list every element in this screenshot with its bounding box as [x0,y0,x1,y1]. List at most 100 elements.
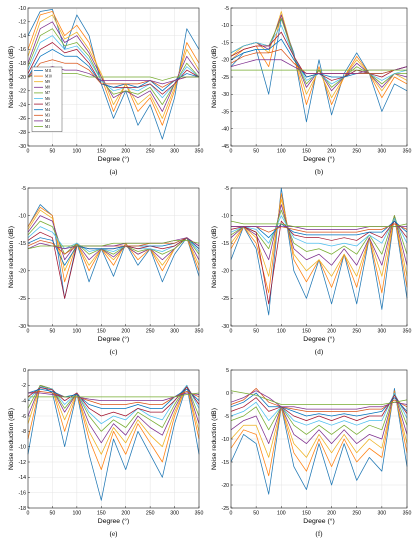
y-tick-label: -20 [222,483,230,489]
y-tick-label: -35 [222,109,230,115]
series-line-M1 [230,390,408,405]
legend-entry: M8 [45,86,50,90]
y-tick-label: -26 [19,116,27,122]
series-line-M5 [230,394,408,421]
axes-frame [230,187,408,327]
y-tick-label: -25 [222,75,230,81]
x-tick-label: 150 [97,511,106,517]
x-tick-label: 100 [73,511,82,517]
series-line-M7 [230,209,408,255]
series-line-M4 [27,237,200,266]
series-line-M2 [28,392,200,402]
x-axis-label: Degree (°) [303,155,334,163]
x-tick-label: 250 [352,511,361,517]
y-tick-label: -15 [222,40,230,46]
y-axis-label: Noise reduction (dB) [8,46,15,108]
y-axis-label: Noise reduction (dB) [211,408,218,470]
y-tick-label: 0 [226,391,229,397]
x-tick-label: 50 [50,511,56,517]
x-tick-label: 0 [230,511,233,517]
panel-caption: (e) [110,530,118,538]
series-line-M7 [27,28,200,105]
series-line-M9 [230,392,408,458]
series-line-M4 [27,49,200,92]
series-line-M4 [230,392,408,417]
legend-entry: M2 [45,119,50,123]
series-line-M2 [230,390,408,410]
x-tick-label: 150 [302,329,311,335]
series-line-M6 [27,35,200,99]
y-tick-label: -15 [19,241,27,247]
chart-panel-1: 0 50 100 150 200 250 300 350 -5 -10 -15 -20 -25 -30 -3… [211,6,411,176]
x-tick-label: 200 [327,149,336,155]
x-tick-label: 250 [146,329,155,335]
x-tick-label: 50 [253,329,259,335]
series-line-M1 [230,220,408,228]
legend-entry: M11 [45,69,52,73]
x-tick-label: 50 [50,149,56,155]
x-tick-label: 150 [97,149,106,155]
y-tick-label: -10 [222,437,230,443]
series-line-M5 [230,220,408,305]
y-tick-label: -16 [19,47,27,53]
x-tick-label: 350 [403,511,412,517]
y-tick-label: -30 [19,324,27,330]
x-tick-label: 250 [146,511,155,517]
legend-entry: M3 [45,114,50,118]
x-tick-label: 150 [302,149,311,155]
y-tick-label: -20 [19,75,27,81]
chart-panel-3: 0 50 100 150 200 250 300 350 -5 -10 -15 -20 -25 -30 De… [211,186,411,356]
y-tick-label: -24 [19,102,27,108]
y-tick-label: -20 [19,269,27,275]
chart-panel-4: 0 50 100 150 200 250 300 350 0 -2 -4 -6 -8 -10 -12 -14 -… [8,368,203,538]
series-line-M8 [230,204,408,266]
series-line-M11 [230,388,408,495]
y-tick-label: -30 [222,92,230,98]
legend-entry: M1 [45,125,50,129]
chart-panel-0: 0 50 100 150 200 250 300 350 -10 -12 -14 -16 -18 -20 -… [8,6,203,176]
y-tick-label: -2 [21,383,26,389]
y-tick-label: -10 [222,23,230,29]
x-tick-label: 50 [253,149,259,155]
x-tick-label: 0 [27,329,30,335]
y-axis-label: Noise reduction (dB) [8,408,15,470]
x-tick-label: 350 [195,329,204,335]
x-axis-label: Degree (°) [98,155,129,163]
series-line-M8 [27,215,200,261]
series-line-M11 [230,17,408,123]
y-tick-label: -10 [222,213,230,219]
y-tick-label: -25 [19,296,27,302]
legend-entry: M9 [45,80,50,84]
y-tick-label: 0 [23,368,26,374]
legend-entry: M4 [45,108,50,112]
legend-entry: M7 [45,91,50,95]
y-tick-label: -30 [19,144,27,150]
y-axis-label: Noise reduction (dB) [211,46,218,108]
x-tick-label: 200 [121,511,130,517]
series-line-M1 [28,392,200,398]
panel-caption: (b) [315,168,324,176]
y-tick-label: -12 [19,20,27,26]
x-tick-label: 350 [403,149,412,155]
x-axis-label: Degree (°) [98,335,129,343]
axes-frame [27,369,200,509]
y-tick-label: -20 [222,58,230,64]
series-line-M4 [231,220,408,239]
axes-frame [27,187,200,327]
x-tick-label: 300 [378,511,387,517]
legend-entry: M6 [45,97,50,101]
y-tick-label: -25 [222,506,230,512]
legend-entry: M10 [45,74,52,78]
y-tick-label: -14 [19,33,27,39]
x-tick-label: 100 [277,149,286,155]
y-axis-label: Noise reduction (dB) [8,226,15,288]
x-tick-label: 350 [195,149,204,155]
x-tick-label: 250 [352,149,361,155]
y-tick-label: -25 [222,296,230,302]
series-line-M3 [230,388,408,412]
x-tick-label: 100 [73,149,82,155]
y-tick-label: -18 [19,506,27,512]
x-tick-label: 0 [27,511,30,517]
y-tick-label: -15 [222,241,230,247]
x-tick-label: 300 [170,511,179,517]
